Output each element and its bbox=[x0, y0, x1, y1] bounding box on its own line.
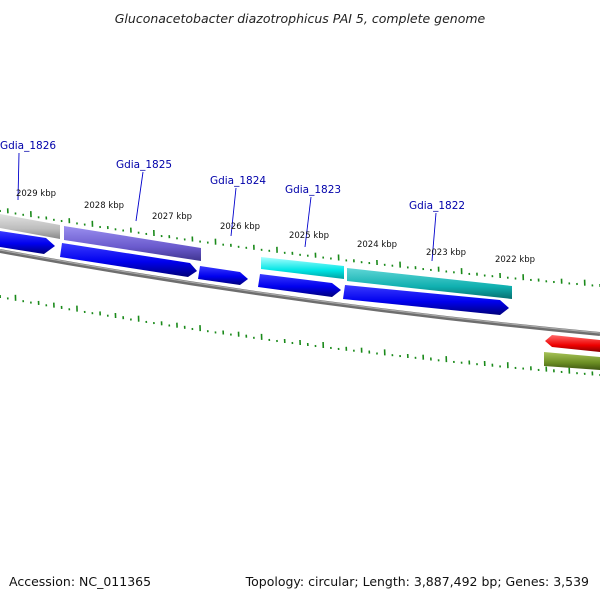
cds-arrow-1826[interactable] bbox=[0, 231, 55, 254]
gene-labels: Gdia_1826 Gdia_1825 Gdia_1824 Gdia_1823 … bbox=[0, 140, 465, 212]
kbp-ticks: 2029 kbp 2028 kbp 2027 kbp 2026 kbp 2025… bbox=[16, 189, 535, 265]
backbone bbox=[0, 249, 600, 336]
gene-label[interactable]: Gdia_1824 bbox=[210, 175, 266, 187]
cds-arrow-1823[interactable] bbox=[258, 274, 341, 297]
gene-label[interactable]: Gdia_1822 bbox=[409, 200, 465, 212]
accession-text: Accession: NC_011365 bbox=[9, 574, 151, 589]
feature-olive[interactable] bbox=[544, 352, 600, 370]
gene-label[interactable]: Gdia_1825 bbox=[116, 159, 172, 171]
kbp-label: 2026 kbp bbox=[220, 222, 260, 232]
feature-gray-1826[interactable] bbox=[0, 214, 60, 239]
gene-label-leaders bbox=[17, 152, 437, 262]
kbp-label: 2029 kbp bbox=[16, 189, 56, 199]
kbp-label: 2024 kbp bbox=[357, 240, 397, 250]
kbp-label: 2025 kbp bbox=[289, 231, 329, 241]
topology-text: Topology: circular; Length: 3,887,492 bp… bbox=[245, 574, 589, 589]
kbp-label: 2023 kbp bbox=[426, 248, 466, 258]
gene-label[interactable]: Gdia_1823 bbox=[285, 184, 341, 196]
feature-purple-1825[interactable] bbox=[64, 226, 201, 261]
feature-cyan-1823[interactable] bbox=[261, 257, 344, 279]
cds-arrow-1822[interactable] bbox=[343, 285, 509, 315]
feature-teal-1822[interactable] bbox=[347, 268, 512, 299]
cds-arrow-1825[interactable] bbox=[60, 243, 197, 277]
kbp-label: 2022 kbp bbox=[495, 255, 535, 265]
cds-arrow-1824[interactable] bbox=[198, 266, 248, 285]
gene-label[interactable]: Gdia_1826 bbox=[0, 140, 56, 152]
map-title: Gluconacetobacter diazotrophicus PAI 5, … bbox=[115, 11, 486, 26]
feature-red-arrow[interactable] bbox=[545, 335, 600, 352]
kbp-label: 2028 kbp bbox=[84, 201, 124, 211]
kbp-label: 2027 kbp bbox=[152, 212, 192, 222]
gc-content-ticks bbox=[0, 208, 600, 377]
